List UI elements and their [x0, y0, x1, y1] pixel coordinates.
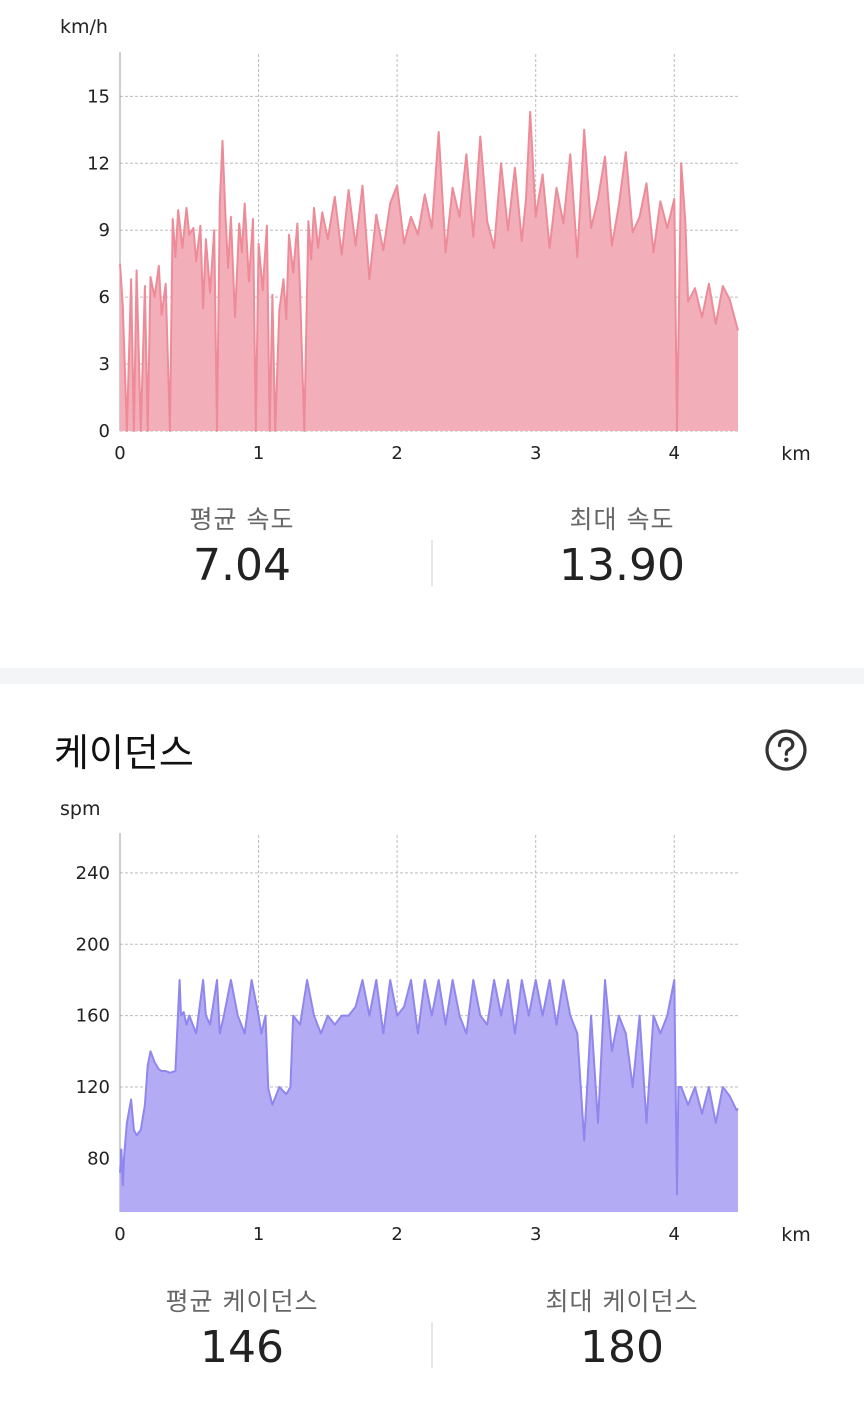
series-area — [120, 980, 738, 1212]
y-tick-label: 3 — [99, 354, 110, 375]
max-speed-value: 13.90 — [559, 540, 685, 591]
y-tick-label: 6 — [99, 287, 110, 308]
y-tick-label: 9 — [99, 220, 110, 241]
y-tick-label: 15 — [87, 86, 110, 107]
speed-unit-label: km/h — [60, 16, 108, 38]
avg-cadence-label: 평균 케이던스 — [165, 1287, 319, 1316]
cadence-title: 케이던스 — [54, 731, 194, 775]
x-axis-unit-label: km — [781, 1224, 811, 1246]
y-tick-label: 12 — [87, 153, 110, 174]
x-tick-label: 3 — [530, 443, 541, 464]
x-axis-unit-label: km — [781, 443, 811, 465]
avg-cadence-value: 146 — [200, 1322, 284, 1373]
y-tick-label: 240 — [76, 863, 110, 884]
y-tick-label: 120 — [76, 1077, 110, 1098]
y-tick-label: 80 — [87, 1148, 110, 1169]
y-tick-label: 160 — [76, 1006, 110, 1027]
cadence-stats: 평균 케이던스 146 최대 케이던스 180 — [0, 1282, 864, 1392]
x-tick-label: 0 — [114, 443, 125, 464]
max-cadence-label: 최대 케이던스 — [545, 1287, 699, 1316]
y-tick-label: 200 — [76, 934, 110, 955]
avg-cadence-stat: 평균 케이던스 146 — [52, 1282, 432, 1373]
speed-stats: 평균 속도 7.04 최대 속도 13.90 — [0, 500, 864, 610]
x-tick-label: 1 — [253, 1224, 264, 1245]
stat-divider — [431, 540, 433, 586]
x-tick-label: 0 — [114, 1224, 125, 1245]
section-divider — [0, 668, 864, 684]
x-tick-label: 4 — [669, 1224, 680, 1245]
avg-speed-value: 7.04 — [193, 540, 291, 591]
cadence-section: 케이던스 spm 80 120 160 200 240 0 1 2 3 4 km 평균 케이던스 1… — [0, 684, 864, 1413]
max-cadence-value: 180 — [580, 1322, 664, 1373]
x-tick-label: 1 — [253, 443, 264, 464]
x-tick-label: 3 — [530, 1224, 541, 1245]
avg-speed-label: 평균 속도 — [189, 505, 295, 534]
series-line — [119, 979, 739, 1196]
cadence-chart: 80 120 160 200 240 0 1 2 3 4 km — [76, 833, 811, 1246]
x-tick-label: 2 — [391, 443, 402, 464]
series-area — [120, 111, 738, 432]
question-circle-icon[interactable] — [764, 728, 808, 772]
series-line — [119, 110, 739, 432]
max-cadence-stat: 최대 케이던스 180 — [432, 1282, 812, 1373]
cadence-unit-label: spm — [60, 798, 101, 820]
stat-divider — [431, 1322, 433, 1368]
x-tick-label: 4 — [669, 443, 680, 464]
max-speed-stat: 최대 속도 13.90 — [432, 500, 812, 591]
x-tick-label: 2 — [391, 1224, 402, 1245]
speed-section: km/h 0 3 6 9 12 15 0 1 2 3 4 km 평균 속도 7.04 최대 속도 13… — [0, 0, 864, 668]
avg-speed-stat: 평균 속도 7.04 — [52, 500, 432, 591]
max-speed-label: 최대 속도 — [569, 505, 675, 534]
y-tick-label: 0 — [99, 421, 110, 442]
